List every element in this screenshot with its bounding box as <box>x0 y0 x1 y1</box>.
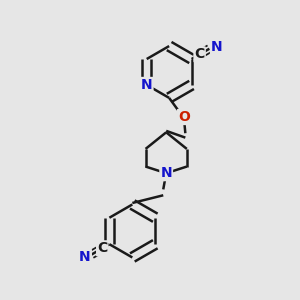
Text: N: N <box>79 250 91 264</box>
Text: C: C <box>194 47 205 61</box>
Text: C: C <box>97 241 107 255</box>
Text: N: N <box>160 166 172 180</box>
Text: N: N <box>211 40 223 54</box>
Text: N: N <box>141 78 152 92</box>
Text: O: O <box>178 110 190 124</box>
